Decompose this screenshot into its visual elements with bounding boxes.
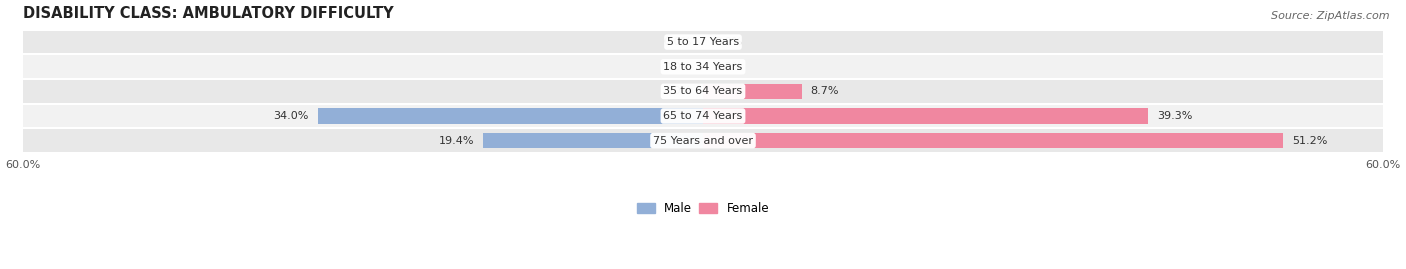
Text: 34.0%: 34.0% — [273, 111, 309, 121]
Legend: Male, Female: Male, Female — [633, 197, 773, 220]
Bar — [22, 79, 1384, 104]
Text: 0.0%: 0.0% — [664, 37, 692, 47]
Bar — [703, 84, 801, 99]
Text: 0.0%: 0.0% — [714, 62, 742, 72]
Text: 51.2%: 51.2% — [1292, 136, 1327, 146]
Bar — [22, 54, 1384, 79]
Text: 18 to 34 Years: 18 to 34 Years — [664, 62, 742, 72]
Bar — [22, 30, 1384, 54]
Text: 5 to 17 Years: 5 to 17 Years — [666, 37, 740, 47]
Text: 8.7%: 8.7% — [811, 86, 839, 96]
Bar — [703, 108, 1149, 124]
Text: 0.0%: 0.0% — [664, 62, 692, 72]
Text: Source: ZipAtlas.com: Source: ZipAtlas.com — [1271, 11, 1389, 21]
Text: 19.4%: 19.4% — [439, 136, 474, 146]
Text: 65 to 74 Years: 65 to 74 Years — [664, 111, 742, 121]
Text: 0.0%: 0.0% — [664, 86, 692, 96]
Bar — [484, 133, 703, 148]
Text: 39.3%: 39.3% — [1157, 111, 1192, 121]
Text: DISABILITY CLASS: AMBULATORY DIFFICULTY: DISABILITY CLASS: AMBULATORY DIFFICULTY — [22, 6, 394, 20]
Bar — [318, 108, 703, 124]
Text: 75 Years and over: 75 Years and over — [652, 136, 754, 146]
Bar — [22, 104, 1384, 128]
Text: 0.0%: 0.0% — [714, 37, 742, 47]
Text: 35 to 64 Years: 35 to 64 Years — [664, 86, 742, 96]
Bar — [22, 128, 1384, 153]
Bar — [703, 133, 1284, 148]
